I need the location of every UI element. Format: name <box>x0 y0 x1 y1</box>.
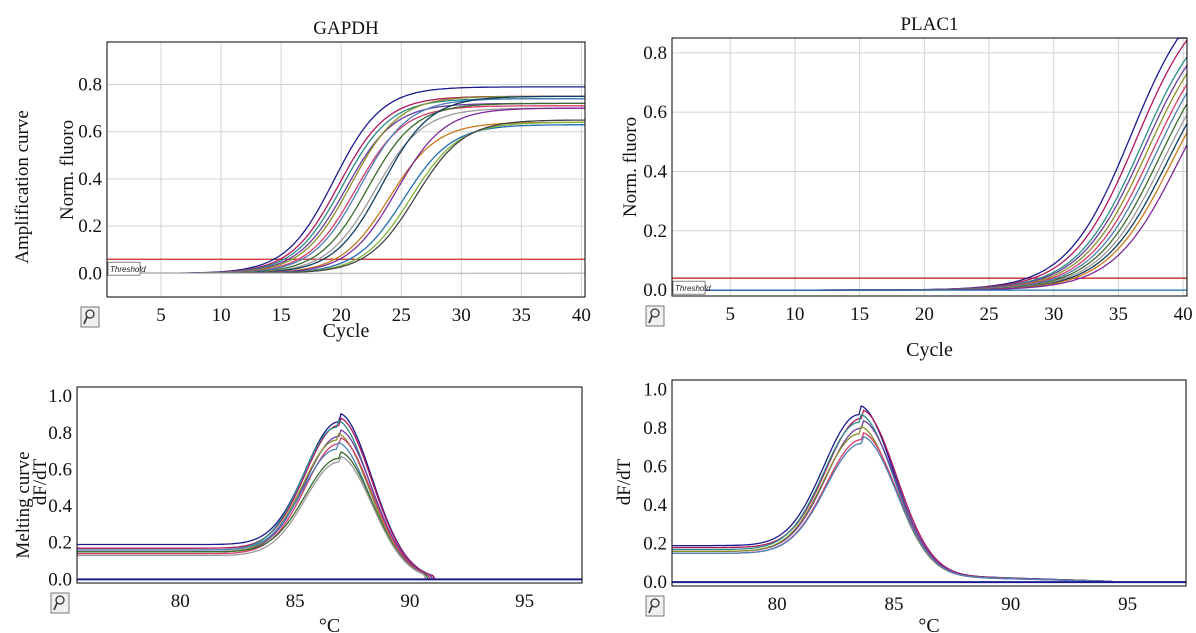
gapdh-amp-ytick-label: 0.2 <box>78 216 102 237</box>
plac1-amp-xlabel: Cycle <box>906 339 953 361</box>
zoom-icon <box>650 308 660 318</box>
plac1-amp-tool-button[interactable] <box>645 305 665 327</box>
plac1-melt-xtick-label: 80 <box>768 594 787 615</box>
plac1-amp-ylabel: Norm. fluoro <box>620 117 641 217</box>
plac1-amp-title: PLAC1 <box>900 14 958 35</box>
gapdh-amp-panel: Threshold 5 10 15 20 25 30 35 40 0.0 0.2 0.4 0.6 0.8 G… <box>57 18 591 342</box>
gapdh-amp-xtick-label: 15 <box>272 305 291 326</box>
plac1-amp-xtick-label: 5 <box>725 304 735 325</box>
plac1-amp-xtick-label: 30 <box>1044 304 1063 325</box>
plac1-amp-xtick-label: 15 <box>850 304 869 325</box>
gapdh-melt-tool-button[interactable] <box>50 592 70 614</box>
plac1-amp-xtick-label: 20 <box>915 304 934 325</box>
gapdh-amp-threshold-label-box <box>107 261 141 276</box>
gapdh-amp-frame <box>106 41 586 298</box>
gapdh-melt-xtick-label: 85 <box>286 591 305 612</box>
plac1-melt-ytick-label: 0.6 <box>643 457 667 478</box>
plac1-amp-ytick-label: 0.8 <box>643 43 667 64</box>
zoom-icon <box>650 598 660 608</box>
gapdh-amp-ytick-label: 0.4 <box>78 169 102 190</box>
plac1-amp-ytick-label: 0.2 <box>643 221 667 242</box>
gapdh-melt-ytick-label: 1.0 <box>48 386 72 407</box>
gapdh-melt-ylabel: dF/dT <box>30 458 51 505</box>
gapdh-amp-tool-button[interactable] <box>80 306 100 328</box>
plac1-melt-ytick-label: 0.2 <box>643 534 667 555</box>
plac1-amp-xtick-label: 35 <box>1109 304 1128 325</box>
gapdh-melt-ytick-label: 0.6 <box>48 459 72 480</box>
gapdh-melt-ytick-label: 0.2 <box>48 533 72 554</box>
plac1-melt-xtick-label: 90 <box>1001 594 1020 615</box>
gapdh-amp-threshold-label: Threshold <box>110 265 146 274</box>
plac1-amp-xtick-label: 10 <box>785 304 804 325</box>
plac1-melt-ylabel: dF/dT <box>614 458 635 505</box>
gapdh-amp-xtick-label: 5 <box>156 305 166 326</box>
zoom-icon <box>55 595 65 605</box>
plac1-melt-ytick-label: 0.8 <box>643 418 667 439</box>
gapdh-amp-ytick-label: 0.6 <box>78 122 102 143</box>
gapdh-amp-xtick-label: 20 <box>332 305 351 326</box>
plac1-melt-ytick-label: 0.0 <box>643 572 667 593</box>
gapdh-amp-xtick-label: 40 <box>572 305 591 326</box>
plac1-amp-ytick-label: 0.4 <box>643 161 667 182</box>
plac1-melt-ytick-label: 1.0 <box>643 380 667 401</box>
gapdh-amp-xlabel: Cycle <box>323 320 370 342</box>
gapdh-melt-frame <box>76 386 583 584</box>
plac1-melt-xtick-label: 85 <box>884 594 903 615</box>
gapdh-melt-ytick-label: 0.0 <box>48 569 72 590</box>
gapdh-amp-ytick-label: 0.8 <box>78 75 102 96</box>
plac1-amp-xtick-label: 40 <box>1174 304 1193 325</box>
gapdh-melt-xtick-label: 95 <box>515 591 534 612</box>
plac1-melt-xtick-label: 95 <box>1118 594 1137 615</box>
plac1-amp-panel: Threshold 5 10 15 20 25 30 35 40 0.0 0.2 0.4 0.6 0.8 P… <box>620 14 1193 361</box>
plac1-amp-threshold-label-box <box>672 280 706 295</box>
plac1-melt-frame <box>671 379 1187 587</box>
gapdh-amp-ytick-label: 0.0 <box>78 263 102 284</box>
plac1-amp-xtick-label: 25 <box>980 304 999 325</box>
gapdh-melt-ytick-label: 0.4 <box>48 496 72 517</box>
gapdh-melt-xtick-label: 90 <box>400 591 419 612</box>
zoom-icon <box>85 309 95 319</box>
plac1-melt-tool-button[interactable] <box>645 595 665 617</box>
gapdh-melt-ytick-label: 0.8 <box>48 423 72 444</box>
plac1-melt-panel: 80 85 90 95 0.0 0.2 0.4 0.6 0.8 1.0 °C dF/dT <box>614 379 1187 633</box>
gapdh-melt-panel: 80 85 90 95 0.0 0.2 0.4 0.6 0.8 1.0 °C dF/dT <box>30 386 583 633</box>
plac1-amp-ytick-label: 0.0 <box>643 280 667 301</box>
plac1-amp-threshold-label: Threshold <box>675 284 711 293</box>
gapdh-amp-xtick-label: 25 <box>392 305 411 326</box>
gapdh-melt-xlabel: °C <box>319 615 340 633</box>
plac1-melt-ytick-label: 0.4 <box>643 495 667 516</box>
plac1-melt-series-line <box>672 435 1186 583</box>
gapdh-amp-ylabel: Norm. fluoro <box>57 120 78 220</box>
gapdh-melt-xtick-label: 80 <box>171 591 190 612</box>
plac1-melt-xlabel: °C <box>918 615 939 633</box>
plac1-amp-ytick-label: 0.6 <box>643 102 667 123</box>
gapdh-amp-xtick-label: 30 <box>452 305 471 326</box>
plac1-amp-frame <box>671 37 1188 297</box>
gapdh-amp-xtick-label: 10 <box>212 305 231 326</box>
gapdh-amp-title: GAPDH <box>313 18 379 39</box>
gapdh-amp-xtick-label: 35 <box>512 305 531 326</box>
